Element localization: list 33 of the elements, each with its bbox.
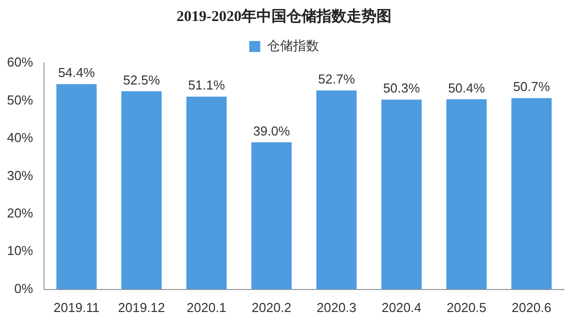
bar xyxy=(186,96,227,290)
data-label: 51.1% xyxy=(188,78,226,93)
x-tick-label: 2020.2 xyxy=(252,300,292,315)
y-tick-label: 60% xyxy=(6,54,34,70)
data-label: 50.7% xyxy=(513,79,550,94)
x-tick-label: 2019.11 xyxy=(54,300,100,315)
y-tick-label: 10% xyxy=(6,243,34,258)
y-tick-label: 40% xyxy=(6,130,34,146)
y-tick-label: 0% xyxy=(14,280,34,296)
bar xyxy=(316,90,357,290)
y-tick-label: 30% xyxy=(6,168,34,183)
x-tick-label: 2020.6 xyxy=(512,300,552,315)
x-tick-label: 2020.5 xyxy=(446,300,486,315)
y-tick-label: 50% xyxy=(6,92,34,108)
data-label: 39.0% xyxy=(253,123,290,138)
x-tick-label: 2020.4 xyxy=(382,300,422,315)
x-tick-label: 2019.12 xyxy=(118,300,166,315)
data-label: 52.5% xyxy=(123,72,160,88)
data-label: 54.4% xyxy=(58,65,96,80)
data-label: 50.3% xyxy=(383,80,420,96)
bar xyxy=(511,98,552,290)
bar xyxy=(56,84,97,290)
x-tick-label: 2020.3 xyxy=(316,300,356,315)
chart-title: 2019-2020年中国仓储指数走势图 xyxy=(176,8,392,25)
data-label: 50.4% xyxy=(448,80,486,96)
x-tick-label: 2020.1 xyxy=(186,300,226,315)
bar xyxy=(381,100,422,290)
bar xyxy=(251,142,292,290)
data-label: 52.7% xyxy=(318,72,356,87)
bar xyxy=(121,91,162,290)
legend-label: 仓储指数 xyxy=(266,38,319,54)
bar xyxy=(446,99,487,290)
y-tick-label: 20% xyxy=(6,206,34,221)
